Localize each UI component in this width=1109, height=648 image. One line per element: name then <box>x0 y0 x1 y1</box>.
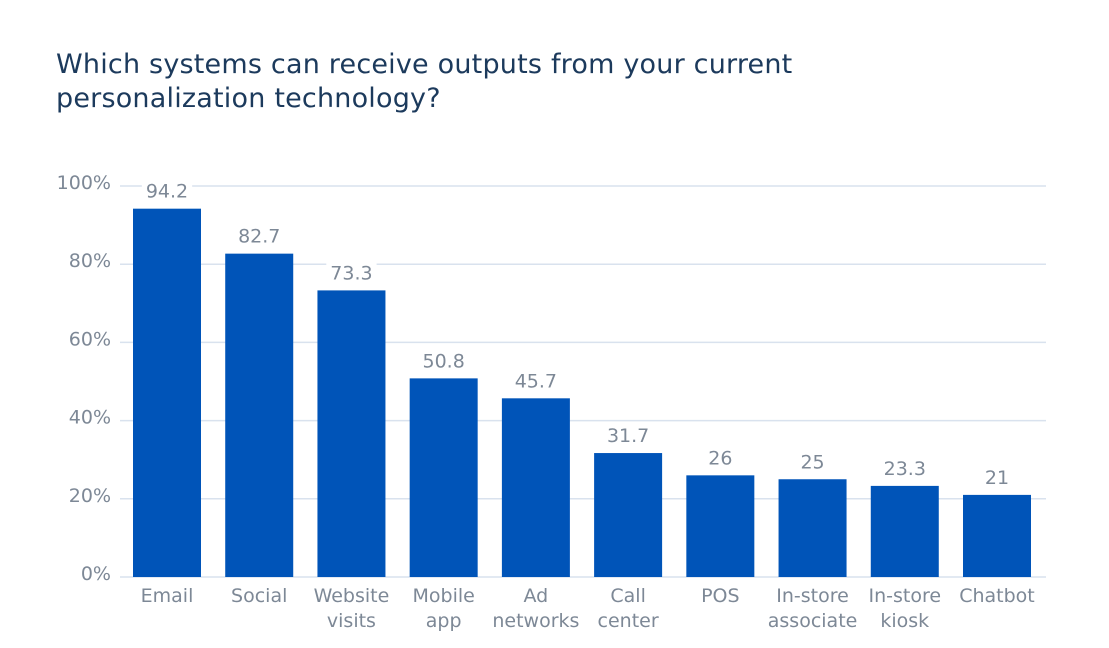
x-category-label: In-store <box>868 585 941 607</box>
data-label: 31.7 <box>607 425 649 447</box>
y-tick-label: 80% <box>69 250 111 272</box>
bar <box>963 494 1031 577</box>
data-label-background <box>418 350 469 373</box>
data-label-background <box>141 180 193 203</box>
y-axis-ticks: 0% 20% 40% 60% 80% 100% <box>57 172 111 585</box>
bar <box>870 485 939 577</box>
x-category-label: Chatbot <box>959 585 1035 607</box>
data-label: 26 <box>708 447 732 469</box>
y-tick-label: 60% <box>69 328 111 350</box>
x-category-label: visits <box>327 610 376 632</box>
data-label: 73.3 <box>330 262 372 284</box>
bar <box>317 290 386 577</box>
data-label: 23.3 <box>884 458 926 480</box>
data-labels: 94.2 82.7 73.3 50.8 45.7 31.7 26 25 23.3 21 <box>141 180 1014 489</box>
y-tick-label: 20% <box>69 485 111 507</box>
x-category-label: POS <box>701 585 739 607</box>
data-label-background <box>879 457 930 480</box>
x-category-label: kiosk <box>880 610 929 632</box>
bar <box>686 475 755 577</box>
bar <box>225 253 294 577</box>
data-label: 45.7 <box>515 370 557 392</box>
y-tick-label: 40% <box>69 407 111 429</box>
x-category-label: Email <box>141 585 194 607</box>
data-label-background <box>796 451 829 474</box>
data-label: 21 <box>985 467 1009 489</box>
data-label: 25 <box>800 451 824 473</box>
bar <box>409 378 478 577</box>
x-category-label: center <box>598 610 659 632</box>
y-tick-label: 0% <box>81 563 111 585</box>
data-label-background <box>980 466 1014 489</box>
x-category-label: Social <box>231 585 287 607</box>
bar <box>778 479 847 577</box>
data-label: 82.7 <box>238 226 280 248</box>
x-category-label: Website <box>314 585 390 607</box>
data-label: 50.8 <box>423 350 465 372</box>
x-category-label: Ad <box>524 585 549 607</box>
data-label-background <box>602 425 654 448</box>
data-label-background <box>510 370 562 393</box>
x-category-label: app <box>426 610 462 632</box>
data-label-background <box>326 262 377 285</box>
x-category-label: Mobile <box>413 585 475 607</box>
bar <box>501 398 570 577</box>
x-category-label: Call <box>610 585 645 607</box>
data-label: 94.2 <box>146 181 188 203</box>
chart-title: Which systems can receive outputs from y… <box>56 49 793 114</box>
y-tick-label: 100% <box>57 172 111 194</box>
data-label-background <box>704 447 737 470</box>
x-category-label: In-store <box>776 585 849 607</box>
x-category-label: networks <box>492 610 579 632</box>
bars <box>133 208 1031 578</box>
bar <box>594 453 663 577</box>
data-label-background <box>234 225 285 248</box>
x-axis-categories: Email Social Website visits Mobile app Ad netwo… <box>141 585 1035 632</box>
bar <box>133 208 201 578</box>
x-category-label: associate <box>768 610 858 632</box>
